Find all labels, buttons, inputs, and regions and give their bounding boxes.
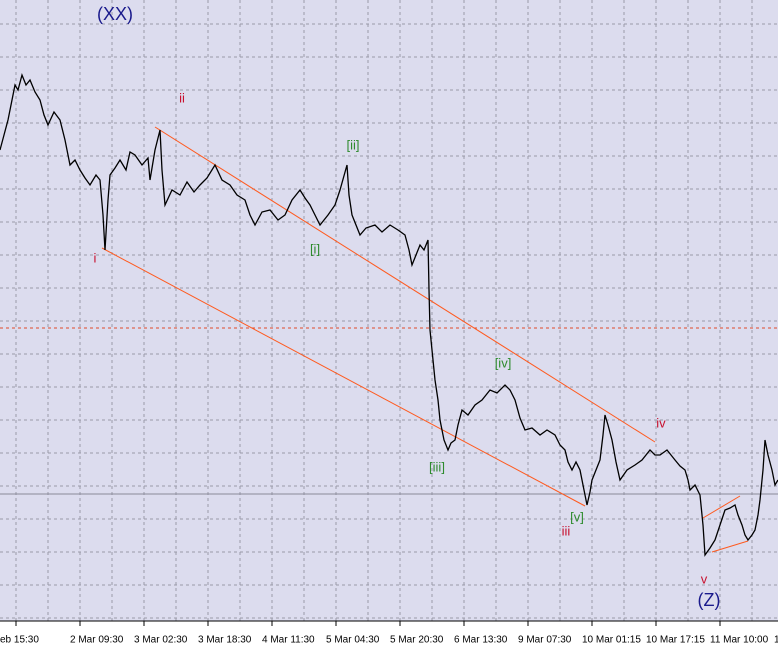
channel-upper [154, 126, 656, 443]
wedge-lower [711, 540, 749, 553]
x-tick-label: 5 Mar 20:30 [390, 635, 444, 646]
chart-title: (XX) [97, 4, 133, 24]
x-tick-label: 10 Mar 17:15 [646, 635, 705, 646]
wave-label: i [94, 250, 97, 265]
x-tick-label: eb 15:30 [0, 635, 39, 646]
wave-label: [iv] [495, 355, 512, 370]
wave-label: ii [179, 90, 185, 105]
x-tick-label: 12 Mar [774, 635, 778, 646]
wave-label: [v] [570, 509, 584, 524]
x-axis-labels: eb 15:30 2 Mar 09:30 3 Mar 02:30 3 Mar 18:3… [0, 621, 778, 646]
channel-lower [101, 247, 586, 507]
grid [0, 0, 778, 621]
plot-area [0, 0, 778, 621]
wave-label: iii [562, 523, 571, 538]
x-tick-label: 2 Mar 09:30 [70, 635, 124, 646]
wave-label: [i] [310, 241, 320, 256]
x-tick-label: 3 Mar 02:30 [134, 635, 188, 646]
x-tick-label: 6 Mar 13:30 [454, 635, 508, 646]
wave-label: iv [656, 415, 666, 430]
x-tick-label: 9 Mar 07:30 [518, 635, 572, 646]
price-series [0, 72, 778, 557]
x-tick-label: 10 Mar 01:15 [582, 635, 641, 646]
wedge-upper [702, 495, 741, 519]
wave-label: v [701, 571, 708, 586]
wave-label: [iii] [429, 459, 445, 474]
x-tick-label: 3 Mar 18:30 [198, 635, 252, 646]
wave-label: [ii] [347, 137, 360, 152]
x-tick-label: 4 Mar 11:30 [262, 635, 315, 646]
x-tick-label: 5 Mar 04:30 [326, 635, 380, 646]
x-tick-label: 11 Mar 10:00 [710, 635, 769, 646]
wave-label: (Z) [698, 590, 721, 610]
